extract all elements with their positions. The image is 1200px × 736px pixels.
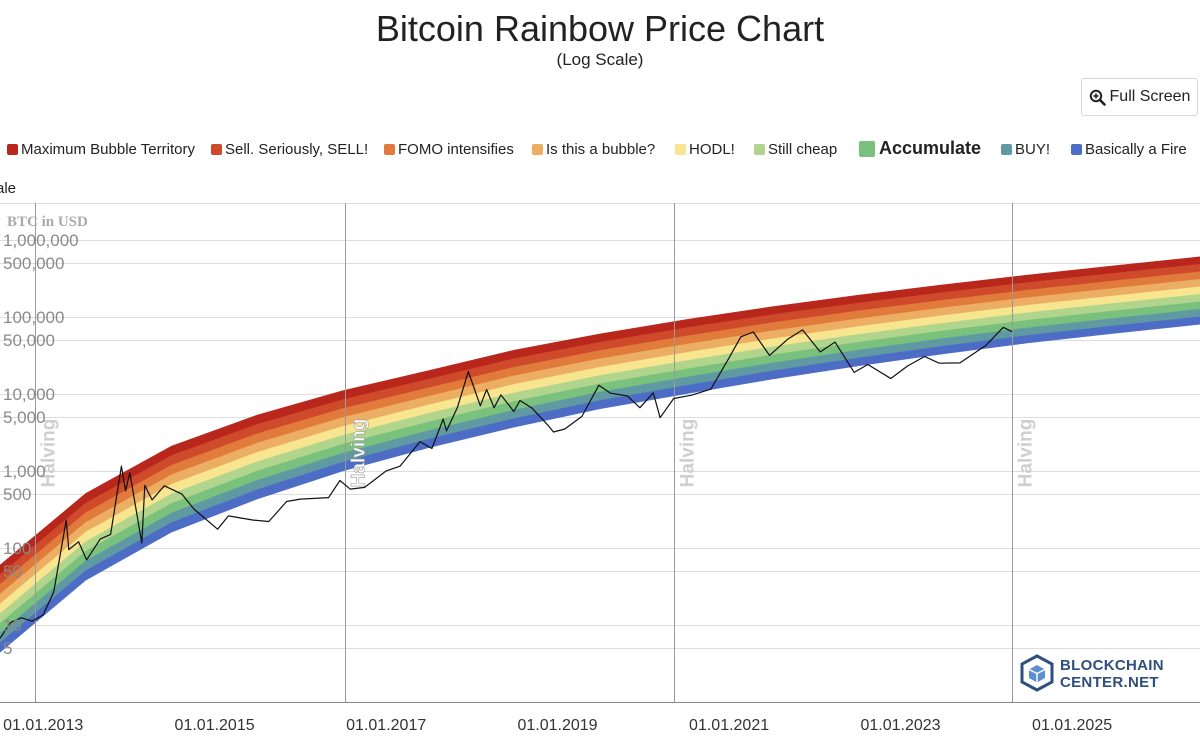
brand-line-1: BLOCKCHAIN	[1060, 657, 1164, 674]
chart-title: Bitcoin Rainbow Price Chart	[375, 8, 825, 49]
legend: Maximum Bubble Territory Sell. Seriously…	[0, 134, 1200, 204]
x-tick-label: 01.01.2017	[346, 717, 426, 734]
legend-item-maximum-bubble-territory[interactable]: Maximum Bubble Territory	[7, 141, 195, 158]
y-tick-label: 10,000	[3, 385, 55, 404]
legend-swatch	[211, 144, 222, 155]
rainbow-bands	[0, 256, 1200, 653]
legend-swatch	[754, 144, 765, 155]
brand-line-2: CENTER.NET	[1060, 674, 1159, 691]
y-tick-label: 5	[3, 639, 12, 658]
halving-label-2: Halving	[349, 419, 370, 488]
halving-lines: Halving Halving Halving Halving	[35, 203, 1037, 702]
legend-swatch	[1001, 144, 1012, 155]
halving-label-3: Halving	[678, 419, 699, 488]
x-tick-label: 01.01.2025	[1032, 717, 1112, 734]
chart-subtitle: (Log Scale)	[556, 50, 644, 69]
zoom-in-icon	[1089, 89, 1106, 106]
y-tick-label: 50	[3, 562, 22, 581]
y-tick-label: 5,000	[3, 408, 46, 427]
legend-wrap-text: Sale	[0, 180, 17, 197]
x-tick-label: 01.01.2019	[517, 717, 597, 734]
halving-label-4: Halving	[1016, 419, 1037, 488]
legend-item-fomo-intensifies[interactable]: FOMO intensifies	[384, 141, 514, 158]
legend-label: BUY!	[1015, 141, 1051, 158]
full-screen-label: Full Screen	[1109, 88, 1191, 105]
legend-swatch	[675, 144, 686, 155]
y-tick-label: 500	[3, 485, 31, 504]
legend-swatch	[1071, 144, 1082, 155]
blockchaincenter-logo: BLOCKCHAIN CENTER.NET	[1019, 654, 1169, 694]
legend-item-basically-a-fire[interactable]: Basically a Fire	[1071, 141, 1187, 158]
x-tick-label: 01.01.2013	[3, 717, 83, 734]
legend-label: Is this a bubble?	[546, 141, 656, 158]
legend-label: Maximum Bubble Territory	[21, 141, 195, 158]
x-tick-label: 01.01.2023	[860, 717, 940, 734]
y-axis-ticks: 1,000,000 500,000 100,000 50,000 10,000 5,000…	[3, 231, 79, 658]
legend-label: Sell. Seriously, SELL!	[225, 141, 369, 158]
legend-swatch	[532, 144, 543, 155]
y-axis-label: BTC in USD	[7, 214, 88, 230]
legend-label: Basically a Fire	[1085, 141, 1187, 158]
legend-swatch	[859, 140, 875, 157]
legend-item-still-cheap[interactable]: Still cheap	[754, 141, 837, 158]
x-axis-ticks: 01.01.2013 01.01.2015 01.01.2017 01.01.2019…	[3, 717, 1112, 734]
legend-swatch	[384, 144, 395, 155]
legend-label: Still cheap	[768, 141, 838, 158]
cube-logo-icon	[1020, 654, 1054, 692]
y-tick-label: 10	[3, 616, 22, 635]
price-series	[0, 326, 1013, 639]
legend-item-hodl[interactable]: HODL!	[675, 141, 735, 158]
legend-item-buy[interactable]: BUY!	[1001, 141, 1050, 158]
legend-label: FOMO intensifies	[398, 141, 514, 158]
legend-label: Accumulate	[879, 138, 982, 158]
legend-item-accumulate[interactable]: Accumulate	[859, 138, 981, 159]
full-screen-button[interactable]: Full Screen	[1081, 78, 1198, 116]
y-tick-label: 100,000	[3, 308, 64, 327]
legend-swatch	[7, 144, 18, 155]
y-tick-label: 50,000	[3, 331, 55, 350]
legend-item-sell-seriously-sell[interactable]: Sell. Seriously, SELL!	[211, 141, 368, 158]
legend-item-is-this-a-bubble[interactable]: Is this a bubble?	[532, 141, 655, 158]
x-tick-label: 01.01.2015	[175, 717, 255, 734]
rainbow-band-9	[0, 316, 1200, 653]
x-tick-label: 01.01.2021	[689, 717, 769, 734]
y-tick-label: 500,000	[3, 254, 64, 273]
legend-label: HODL!	[689, 141, 735, 158]
price-line	[0, 326, 1013, 639]
halving-label-1: Halving	[39, 419, 60, 488]
y-tick-label: 1,000	[3, 462, 46, 481]
y-tick-label: 1,000,000	[3, 231, 79, 250]
y-tick-label: 100	[3, 539, 31, 558]
